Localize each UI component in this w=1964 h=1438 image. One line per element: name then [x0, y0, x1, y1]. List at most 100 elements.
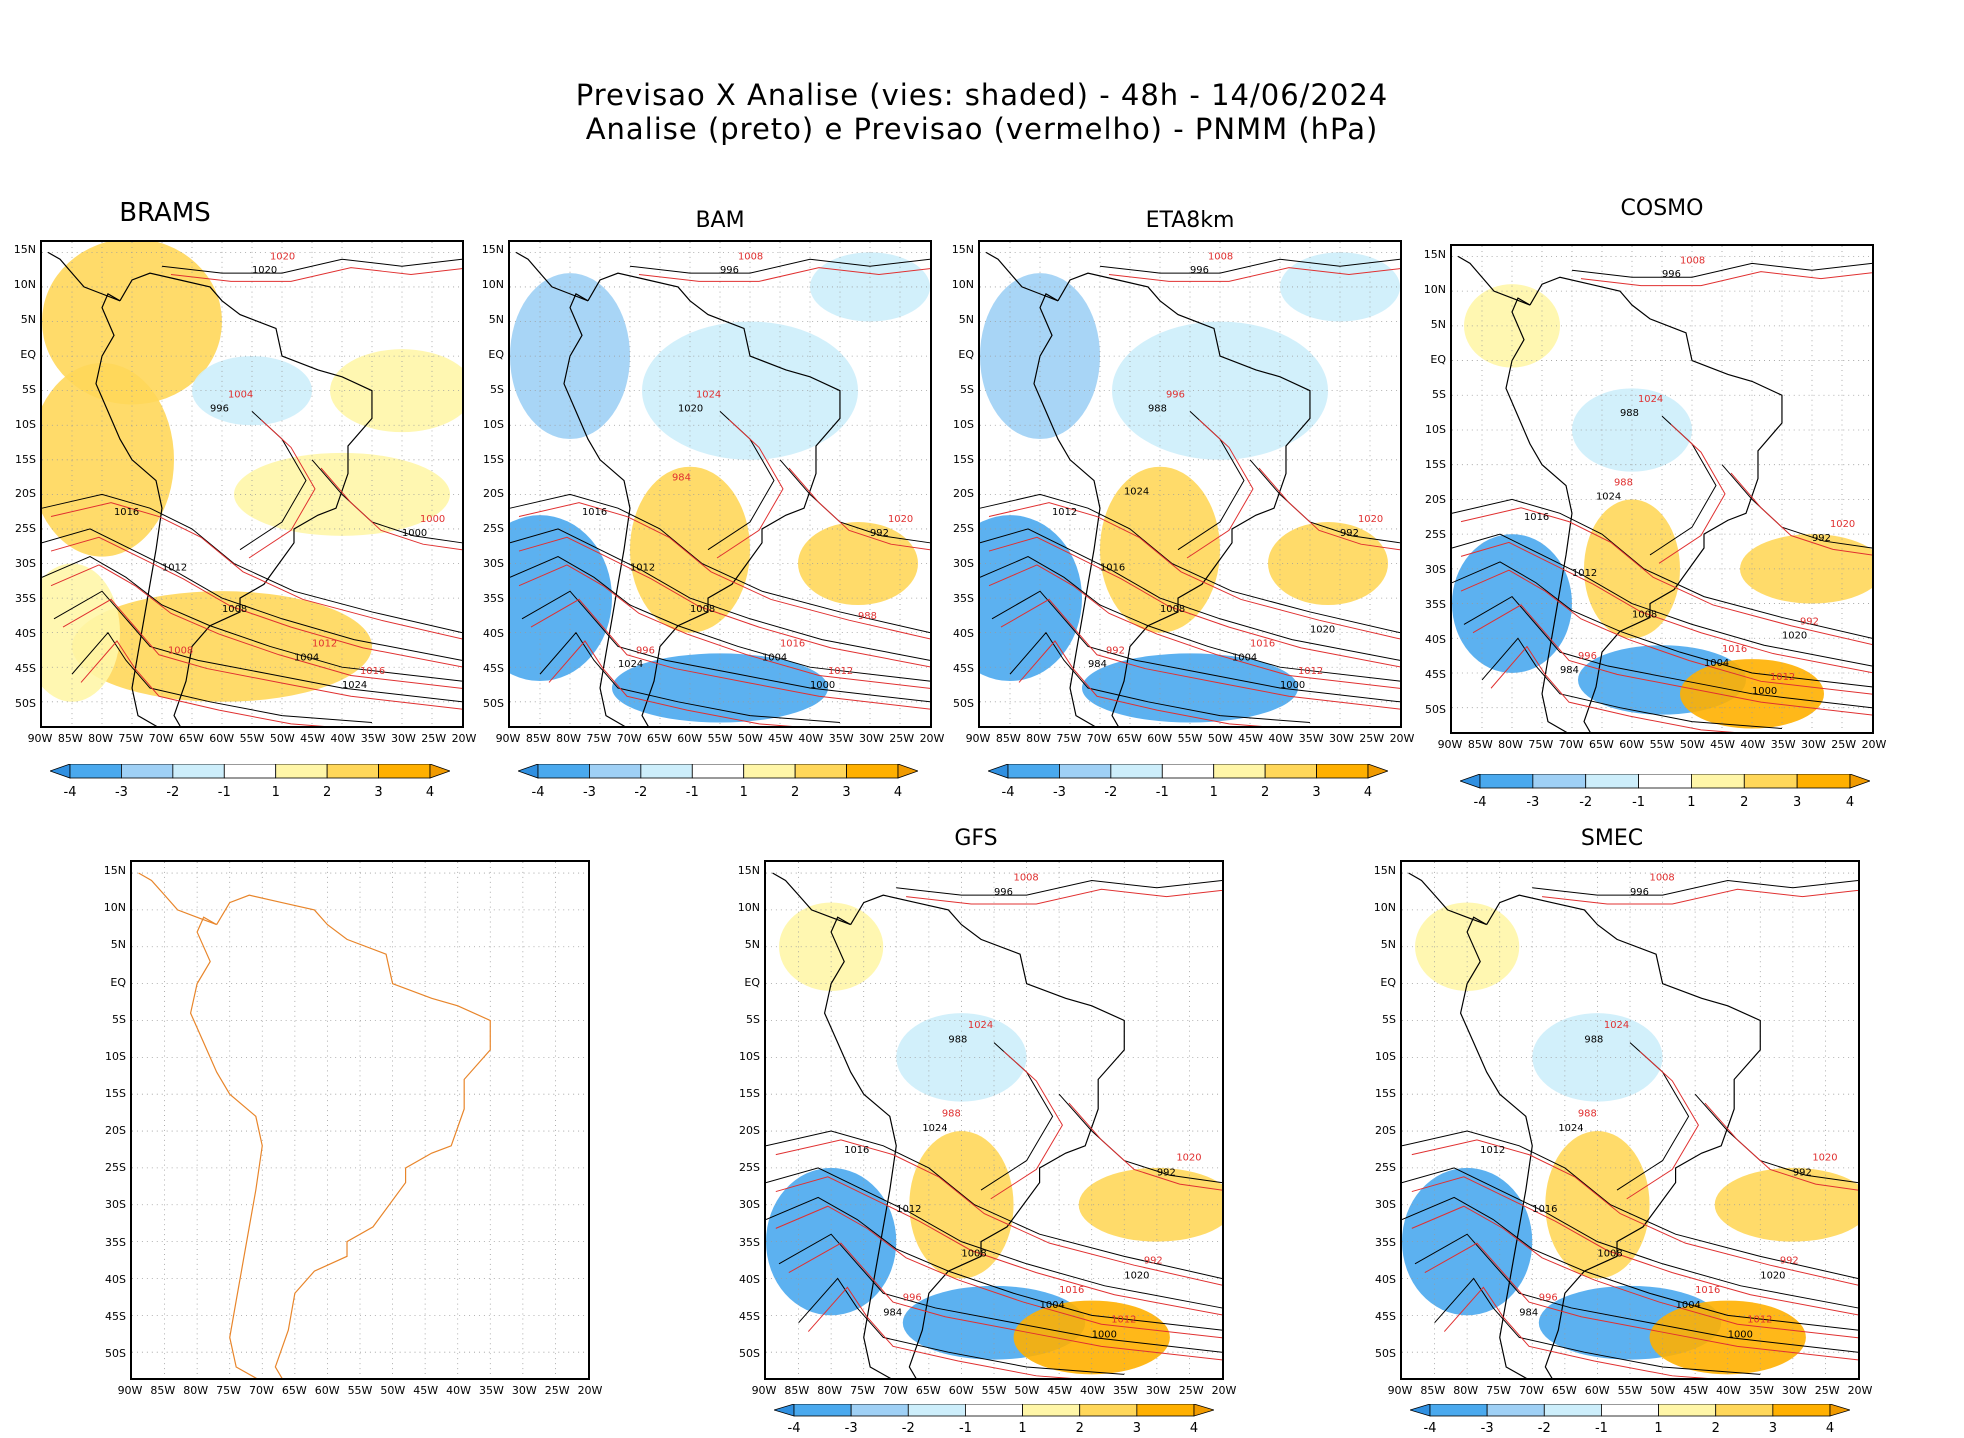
lat-tick-label: 50S: [739, 1347, 760, 1360]
colorbar-label: 3: [1769, 1421, 1777, 1434]
colorbar-label: -2: [1538, 1421, 1551, 1434]
map-svg-bam: 1016 1012 1008 1004 1000 996 992 1020 1024 1016 10…: [510, 242, 930, 726]
isobar-forecast: [1000, 598, 1400, 710]
lon-tick-label: 30W: [1328, 732, 1354, 745]
isobar-label-analysis: 1016: [1524, 512, 1549, 523]
isobar-forecast: [1460, 507, 1872, 646]
lon-tick-label: 20W: [1847, 1384, 1873, 1397]
lon-tick-label: 60W: [948, 1384, 974, 1397]
lat-tick-label: 20S: [739, 1124, 760, 1138]
lon-tick-label: 75W: [1486, 1384, 1511, 1397]
bias-shading: [766, 902, 1222, 1375]
isobar-analysis: [510, 528, 930, 661]
isobar-label-analysis: 1020: [1782, 630, 1807, 641]
isobar-label-analysis: 1016: [844, 1145, 869, 1156]
lat-tick-label: 35S: [953, 592, 974, 606]
isobar-forecast: [807, 1286, 1073, 1378]
isobar-label-analysis: 1024: [342, 680, 367, 691]
colorbar-label: -1: [1156, 785, 1169, 798]
isobar-forecast: [1460, 569, 1872, 695]
lon-tick-label: 40W: [330, 732, 356, 745]
lat-tick-label: EQ: [20, 348, 36, 362]
colorbar-high-arrow: [1193, 1403, 1216, 1417]
lon-tick-label: 20W: [1211, 1384, 1237, 1397]
central-america-coast: [1408, 872, 1487, 926]
colorbar-segment: [850, 1403, 909, 1417]
isobar-label-forecast: 1016: [1250, 638, 1275, 649]
lat-tick-label: 50S: [1375, 1347, 1396, 1360]
lon-tick-label: 70W: [248, 1384, 274, 1397]
colorbar-label: 2: [1712, 1421, 1720, 1434]
bias-region: [1268, 522, 1388, 605]
lat-tick-label: 45S: [1375, 1309, 1396, 1323]
colorbar-segment: [1316, 763, 1369, 779]
lat-tick-label: EQ: [744, 975, 760, 989]
lon-tick-label: 45W: [413, 1384, 439, 1397]
isobar-analysis: [539, 631, 840, 724]
isobar-label-analysis: 984: [883, 1307, 902, 1318]
colorbar-high-arrow: [1829, 1403, 1852, 1417]
colorbar-label: -1: [686, 785, 699, 798]
colorbar-segment: [1601, 1403, 1659, 1417]
isobar-analysis: [1452, 533, 1872, 667]
graticule: [42, 242, 462, 726]
isobar-analysis: [1532, 879, 1858, 896]
isobar-analysis: [510, 493, 930, 634]
isobar-forecast: [518, 502, 930, 640]
lat-tick-label: 5N: [744, 938, 760, 952]
lon-tick-label: 45W: [1710, 738, 1735, 751]
lon-tick-label: 20W: [1389, 732, 1415, 745]
lon-tick-label: 60W: [677, 732, 703, 745]
colorbar-low-arrow: [1458, 773, 1481, 789]
lon-tick-label: 65W: [915, 1384, 941, 1397]
colorbar-label: -4: [1002, 785, 1015, 798]
lat-tick-label: 10N: [481, 278, 504, 292]
lat-tick-label: 15S: [15, 452, 36, 466]
colorbar-segment: [1007, 763, 1060, 779]
lat-tick-label: 15S: [739, 1087, 760, 1100]
colorbar-label: 2: [1076, 1421, 1084, 1434]
isobar-forecast: [1443, 1286, 1709, 1378]
bias-region: [1078, 1167, 1222, 1242]
colorbar-segment: [1543, 1403, 1602, 1417]
isobar-forecast: [1018, 640, 1263, 726]
lat-tick-label: 10S: [953, 417, 974, 431]
lat-tick-label: 25S: [1425, 527, 1446, 541]
colorbar-label: -2: [902, 1421, 915, 1434]
colorbar-label: -3: [115, 785, 128, 798]
isobar-label-analysis: 1004: [1676, 1300, 1701, 1311]
colorbar-segment: [794, 763, 847, 779]
colorbar-segment: [1429, 1403, 1488, 1417]
lat-tick-label: 15N: [737, 864, 760, 878]
colorbar-segment: [1743, 773, 1798, 789]
isobar-analysis: [980, 493, 1400, 634]
lon-tick-label: 80W: [1453, 1384, 1479, 1397]
bias-region: [1714, 1167, 1858, 1242]
colorbar-label: -1: [218, 785, 231, 798]
lon-tick-label: 90W: [1387, 1384, 1413, 1397]
isobar-label-forecast: 1016: [1059, 1285, 1084, 1296]
isobar-label-forecast: 1020: [1358, 514, 1383, 525]
isobar-labels: 1016 1012 1008 1004 1024 1020 1000 996 1012 1016 1…: [114, 251, 445, 691]
lat-tick-label: 45S: [15, 661, 36, 675]
lat-tick-label: EQ: [1380, 975, 1396, 989]
colorbar-label: -4: [532, 785, 545, 798]
isobar-label-analysis: 1024: [1124, 486, 1149, 497]
analysis-isobars: [980, 258, 1400, 724]
isobar-analysis: [1481, 637, 1782, 730]
isobar-label-analysis: 1008: [690, 604, 715, 615]
lat-tick-label: 45S: [953, 661, 974, 675]
isobar-forecast: [638, 267, 930, 282]
colorbar-label: 3: [842, 785, 850, 798]
isobar-forecast: [248, 419, 316, 559]
bias-shading: [510, 252, 930, 723]
panel-title-cosmo: COSMO: [1620, 196, 1704, 221]
lon-tick-label: 85W: [784, 1384, 810, 1397]
lon-tick-label: 60W: [314, 1384, 340, 1397]
map-cosmo: 1016 1012 1008 1004 1000 996 992 988 984 1020 1024…: [1450, 244, 1874, 734]
lat-tick-label: 40S: [739, 1272, 760, 1286]
lon-tick-label: 25W: [421, 732, 447, 745]
colorbar-label: -4: [1474, 795, 1487, 808]
isobar-analysis: [1009, 631, 1310, 724]
lat-tick-label: 40S: [1425, 632, 1446, 646]
